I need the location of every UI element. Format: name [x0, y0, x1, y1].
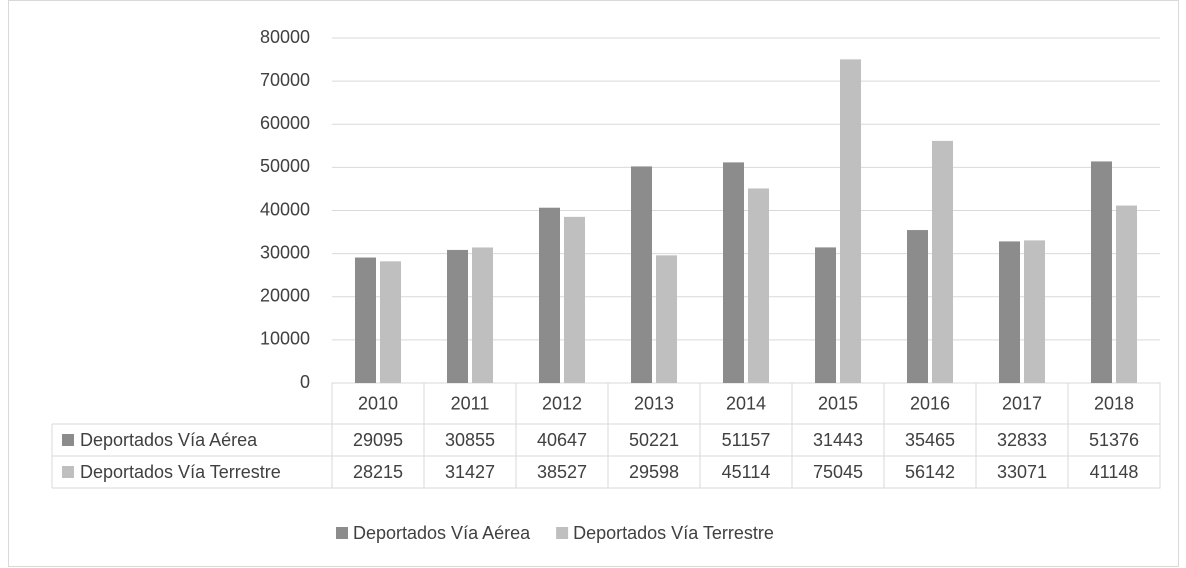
bar [472, 247, 493, 383]
bar [355, 257, 376, 383]
x-tick-label: 2011 [451, 393, 490, 413]
bar [1024, 240, 1045, 383]
bar [1116, 205, 1137, 383]
table-value: 30855 [445, 430, 495, 450]
table-row-label: Deportados Vía Aérea [80, 430, 258, 450]
bar [539, 207, 560, 383]
table-row-label: Deportados Vía Terrestre [80, 462, 281, 482]
y-tick-label: 40000 [260, 199, 310, 219]
table-value: 51157 [722, 430, 771, 450]
table-value: 50221 [629, 430, 679, 450]
table-value: 33071 [997, 462, 1047, 482]
bar [1091, 161, 1112, 383]
y-tick-label: 20000 [260, 286, 310, 306]
table-value: 56142 [905, 462, 955, 482]
bar [815, 247, 836, 383]
bar [907, 230, 928, 383]
bar [564, 216, 585, 383]
bar [380, 261, 401, 383]
bar [631, 166, 652, 383]
y-tick-label: 10000 [260, 329, 310, 349]
y-tick-label: 80000 [260, 27, 310, 47]
table-value: 75045 [813, 462, 863, 482]
legend-key [336, 527, 348, 539]
y-tick-label: 50000 [260, 156, 310, 176]
x-tick-label: 2013 [634, 393, 674, 413]
x-tick-label: 2015 [818, 393, 858, 413]
bar [999, 241, 1020, 383]
table-value: 38527 [537, 462, 587, 482]
bar [840, 59, 861, 383]
x-tick-label: 2017 [1002, 393, 1042, 413]
y-tick-label: 60000 [260, 113, 310, 133]
table-value: 28215 [353, 462, 403, 482]
x-tick-label: 2012 [542, 393, 582, 413]
table-value: 35465 [905, 430, 955, 450]
chart-border [8, 0, 1179, 567]
table-value: 51376 [1089, 430, 1139, 450]
y-tick-label: 70000 [260, 70, 310, 90]
bar [723, 162, 744, 383]
x-tick-label: 2018 [1094, 393, 1134, 413]
table-value: 40647 [537, 430, 587, 450]
x-tick-label: 2016 [910, 393, 950, 413]
table-value: 29598 [629, 462, 679, 482]
legend-key [556, 527, 569, 539]
y-tick-label: 30000 [260, 242, 310, 262]
x-tick-label: 2010 [358, 393, 398, 413]
bar [932, 140, 953, 383]
table-legend-key [62, 466, 74, 478]
bar [447, 249, 468, 383]
table-legend-key [62, 434, 74, 446]
legend-label: Deportados Vía Terrestre [573, 523, 774, 543]
bar [748, 188, 769, 383]
table-value: 45114 [722, 462, 771, 482]
table-value: 31427 [445, 462, 495, 482]
y-tick-label: 0 [300, 372, 310, 392]
table-value: 31443 [813, 430, 863, 450]
table-value: 29095 [353, 430, 403, 450]
bar [656, 255, 677, 383]
table-value: 32833 [997, 430, 1047, 450]
x-tick-label: 2014 [726, 393, 766, 413]
legend-label: Deportados Vía Aérea [353, 523, 531, 543]
table-value: 41148 [1090, 462, 1139, 482]
